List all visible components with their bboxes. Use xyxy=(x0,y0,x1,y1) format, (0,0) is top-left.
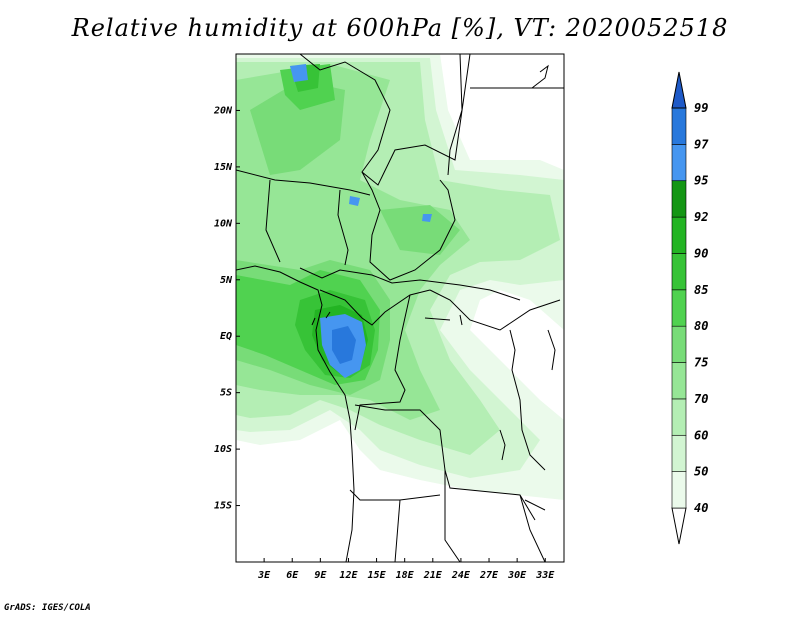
lat-tick-label: 5S xyxy=(220,388,232,399)
humidity-region-85 xyxy=(290,64,375,378)
lat-tick-label: 15N xyxy=(214,162,233,173)
map-frame xyxy=(235,53,565,563)
colorbar-segment xyxy=(671,398,687,436)
colorbar-label: 80 xyxy=(694,319,708,333)
lon-tick-label: 24E xyxy=(451,570,471,581)
country-borders-south xyxy=(349,404,546,562)
great-lakes xyxy=(499,329,556,511)
lon-tick-label: 33E xyxy=(535,570,555,581)
colorbar-label: 60 xyxy=(694,428,708,442)
colorbar-segment xyxy=(671,362,687,400)
lon-tick-label: 12E xyxy=(339,570,358,581)
colorbar-segment xyxy=(671,471,687,509)
lon-tick-label: 9E xyxy=(314,570,327,581)
coastline xyxy=(236,265,355,562)
colorbar-label: 95 xyxy=(694,174,708,188)
colorbar-segment xyxy=(671,107,687,145)
lon-tick-label: 15E xyxy=(368,570,387,581)
colorbar-segment xyxy=(671,180,687,218)
colorbar-label: 85 xyxy=(694,283,708,297)
latitude-ticks: 20N 15N 10N 5N EQ 5S 10S 15S xyxy=(213,105,240,512)
colorbar-label: 75 xyxy=(694,356,708,370)
grads-credit: GrADS: IGES/COLA xyxy=(4,603,91,613)
lat-tick-label: 15S xyxy=(214,501,232,512)
colorbar-segment xyxy=(671,434,687,472)
colorbar-segment xyxy=(671,253,687,291)
inland-water xyxy=(311,64,549,326)
boundaries xyxy=(236,54,564,562)
lat-tick-label: 10S xyxy=(214,444,232,455)
colorbar-segment xyxy=(671,289,687,327)
lat-tick-label: 10N xyxy=(214,218,233,229)
country-borders-central xyxy=(299,267,561,431)
colorbar-label: 40 xyxy=(694,501,708,515)
colorbar: 40 50 60 70 75 80 85 90 92 95 97 99 xyxy=(671,71,709,545)
lon-tick-label: 30E xyxy=(507,570,527,581)
colorbar-label: 50 xyxy=(694,465,708,479)
colorbar-label: 92 xyxy=(694,210,708,224)
lat-tick-label: EQ xyxy=(220,331,232,342)
colorbar-label: 99 xyxy=(694,101,708,115)
lon-tick-label: 6E xyxy=(286,570,299,581)
lat-tick-label: 5N xyxy=(220,275,233,286)
lat-tick-label: 20N xyxy=(213,105,233,116)
lon-tick-label: 18E xyxy=(396,570,415,581)
lon-tick-label: 27E xyxy=(479,570,499,581)
longitude-ticks: 3E 6E 9E 12E 15E 18E 21E 24E 27E 30E 33E xyxy=(257,558,555,581)
lon-tick-label: 3E xyxy=(257,570,271,581)
chart-title: Relative humidity at 600hPa [%], VT: 202… xyxy=(71,14,729,42)
humidity-region-97 xyxy=(332,326,356,364)
colorbar-segment xyxy=(671,216,687,254)
colorbar-segment xyxy=(671,325,687,363)
colorbar-cap-high xyxy=(671,71,687,109)
colorbar-label: 70 xyxy=(694,392,708,406)
colorbar-label: 90 xyxy=(694,246,708,260)
humidity-field xyxy=(236,54,564,500)
lon-tick-label: 21E xyxy=(423,570,443,581)
colorbar-cap-low xyxy=(671,507,687,545)
colorbar-label: 97 xyxy=(694,137,709,151)
country-borders-north xyxy=(236,54,564,281)
colorbar-segment xyxy=(671,144,687,182)
